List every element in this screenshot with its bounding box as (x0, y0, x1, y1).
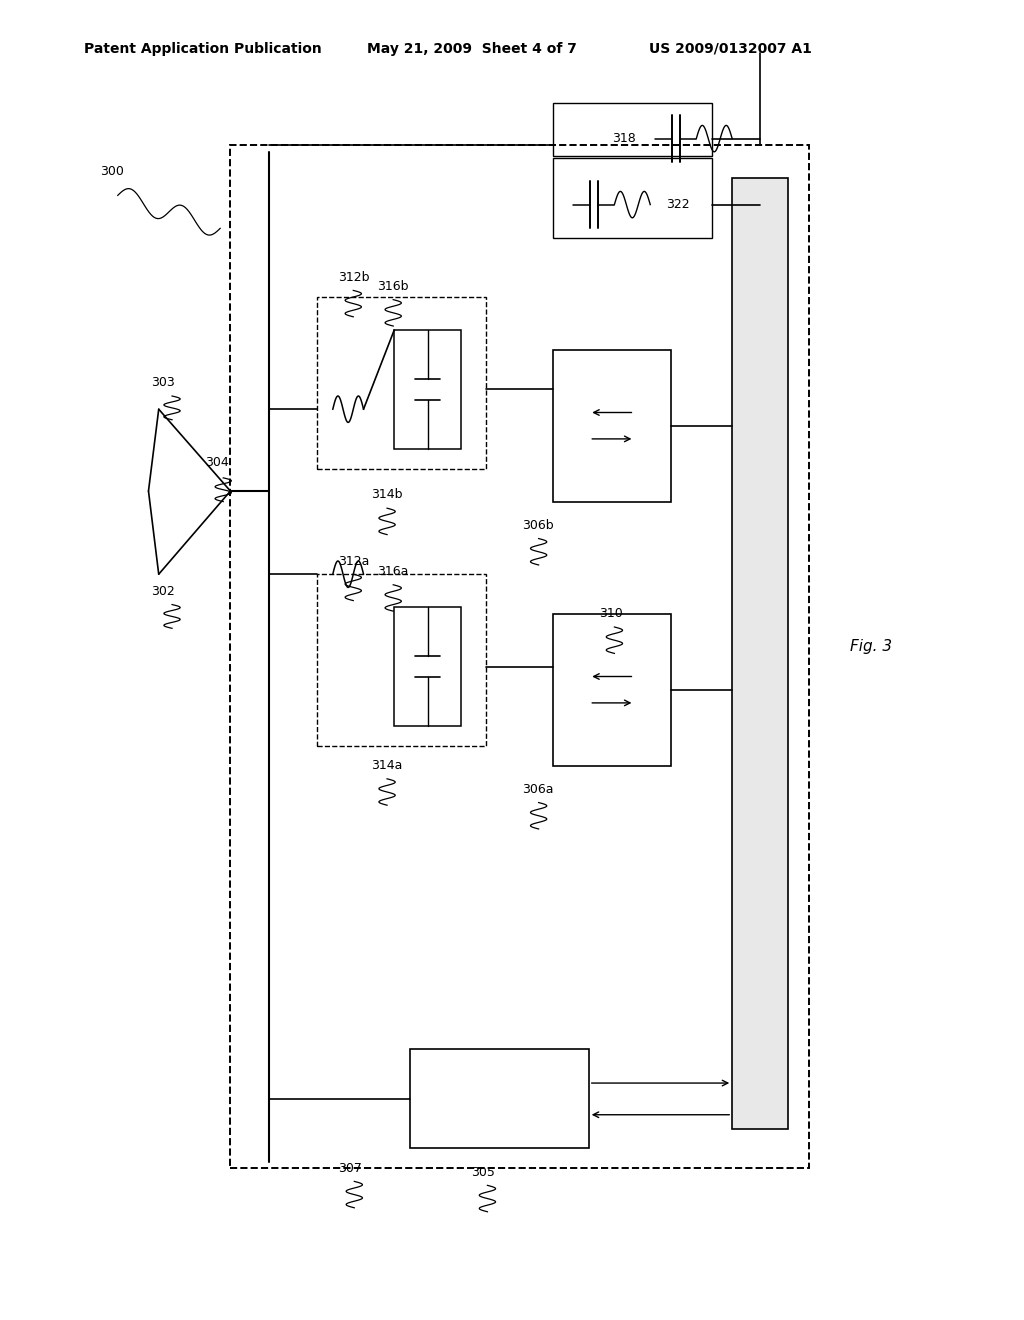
Text: 314a: 314a (371, 759, 402, 772)
Text: 316a: 316a (377, 565, 409, 578)
Text: 316b: 316b (377, 280, 409, 293)
Text: 306b: 306b (522, 519, 554, 532)
Text: 314b: 314b (371, 488, 402, 502)
Text: 304: 304 (205, 455, 228, 469)
Text: 322: 322 (666, 198, 689, 211)
Text: 312b: 312b (338, 271, 370, 284)
Text: Patent Application Publication: Patent Application Publication (84, 42, 322, 55)
Text: 307: 307 (338, 1162, 361, 1175)
Text: 305: 305 (471, 1166, 495, 1179)
Bar (230, 145, 809, 1168)
Bar (553, 158, 712, 238)
Text: US 2009/0132007 A1: US 2009/0132007 A1 (649, 42, 812, 55)
Text: 306a: 306a (522, 783, 554, 796)
Text: 312a: 312a (338, 554, 370, 568)
Text: 303: 303 (152, 376, 175, 389)
Text: 318: 318 (612, 132, 636, 145)
Bar (553, 614, 671, 766)
Text: Fig. 3: Fig. 3 (850, 639, 892, 655)
Bar (732, 178, 788, 1129)
Text: 302: 302 (152, 585, 175, 598)
Text: 310: 310 (599, 607, 623, 620)
Bar (553, 350, 671, 502)
Text: 300: 300 (100, 165, 124, 178)
Bar (410, 1049, 589, 1148)
Bar (553, 103, 712, 156)
Bar (317, 574, 486, 746)
Bar (394, 607, 461, 726)
Bar (394, 330, 461, 449)
Text: May 21, 2009  Sheet 4 of 7: May 21, 2009 Sheet 4 of 7 (367, 42, 577, 55)
Bar (317, 297, 486, 469)
